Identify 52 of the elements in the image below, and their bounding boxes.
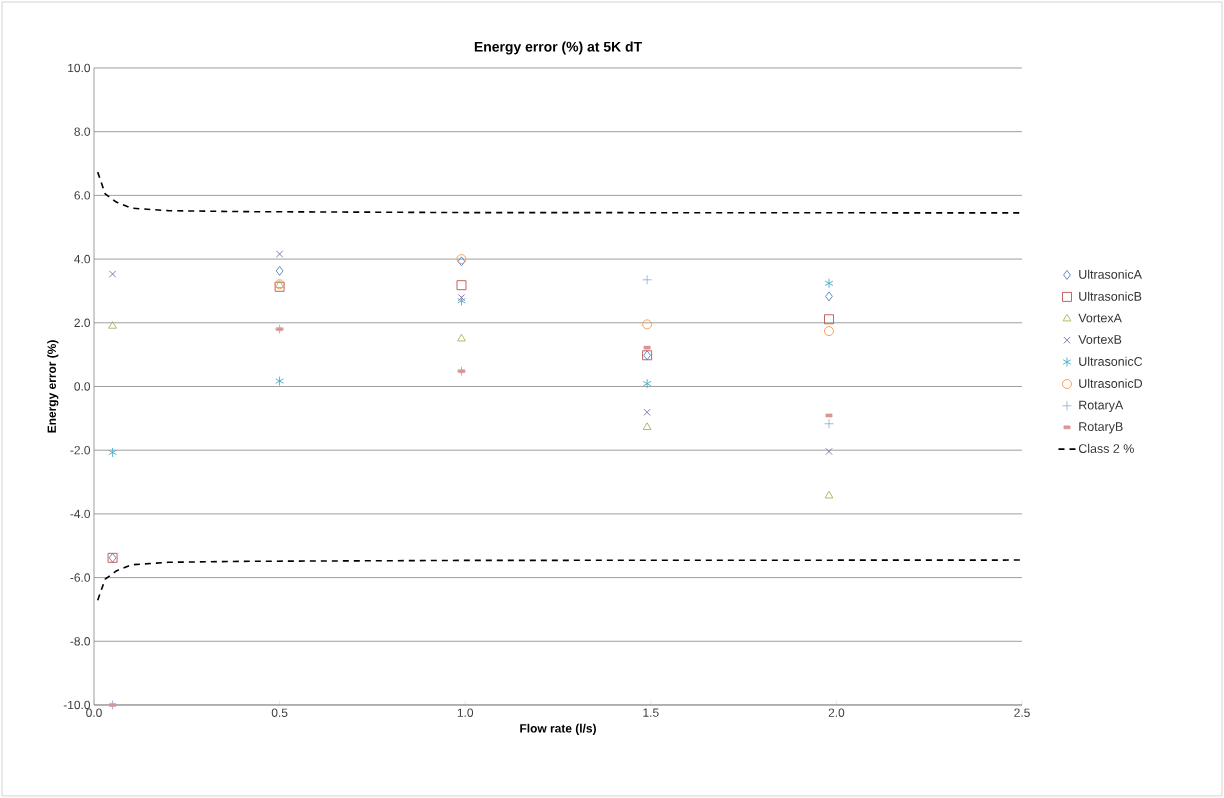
y-tick-label: 6.0 xyxy=(74,191,91,200)
point xyxy=(642,422,652,430)
y-tick-label: 10.0 xyxy=(68,63,91,73)
legend-label: VortexB xyxy=(1078,335,1122,344)
point xyxy=(108,321,117,329)
y-tick-label: 0.0 xyxy=(74,382,91,391)
point xyxy=(108,447,117,458)
point xyxy=(825,447,833,456)
legend-label: Class 2 % xyxy=(1078,443,1134,453)
point xyxy=(824,490,834,499)
point xyxy=(457,293,466,302)
x-tick-label: 0.5 xyxy=(271,708,288,717)
point xyxy=(275,376,284,387)
point xyxy=(642,274,653,285)
y-axis-title: Energy error (%) xyxy=(47,340,59,433)
point xyxy=(824,326,834,337)
point xyxy=(457,333,466,342)
y-tick-label: -6.0 xyxy=(70,573,91,582)
legend-label: UltrasonicA xyxy=(1079,269,1142,279)
point xyxy=(824,418,834,429)
point xyxy=(457,295,466,306)
point xyxy=(108,270,117,278)
legend-label: UltrasonicB xyxy=(1079,291,1142,301)
legend-label: UltrasonicD xyxy=(1079,378,1143,388)
legend-label: VortexA xyxy=(1078,313,1122,323)
legend-label: UltrasonicC xyxy=(1079,356,1143,366)
line-series xyxy=(96,559,1023,601)
x-tick-label: 1.5 xyxy=(643,708,659,717)
x-tick-label: 2.5 xyxy=(1014,708,1030,717)
point xyxy=(825,291,833,302)
y-tick-label: -2.0 xyxy=(70,445,91,455)
point xyxy=(456,280,467,291)
legend-label: RotaryA xyxy=(1079,400,1124,412)
y-tick-label: 2.0 xyxy=(74,318,91,328)
point xyxy=(642,378,652,389)
x-tick-label: 2.0 xyxy=(828,708,845,717)
point xyxy=(275,250,284,258)
x-tick-label: 1.0 xyxy=(457,708,474,717)
legend-label: RotaryB xyxy=(1079,422,1123,434)
point xyxy=(642,319,653,330)
y-tick-label: 8.0 xyxy=(74,127,91,136)
y-tick-label: -10.0 xyxy=(63,700,91,710)
y-tick-label: 4.0 xyxy=(74,254,91,264)
point xyxy=(643,408,651,416)
point xyxy=(824,314,834,325)
x-axis-title: Flow rate (l/s) xyxy=(520,723,596,735)
point xyxy=(275,265,284,276)
point xyxy=(824,278,834,289)
y-tick-label: -8.0 xyxy=(70,637,91,646)
x-tick-label: 0.0 xyxy=(86,708,102,717)
chart-title: Energy error (%) at 5K dT xyxy=(474,41,642,55)
y-tick-label: -4.0 xyxy=(70,509,91,519)
